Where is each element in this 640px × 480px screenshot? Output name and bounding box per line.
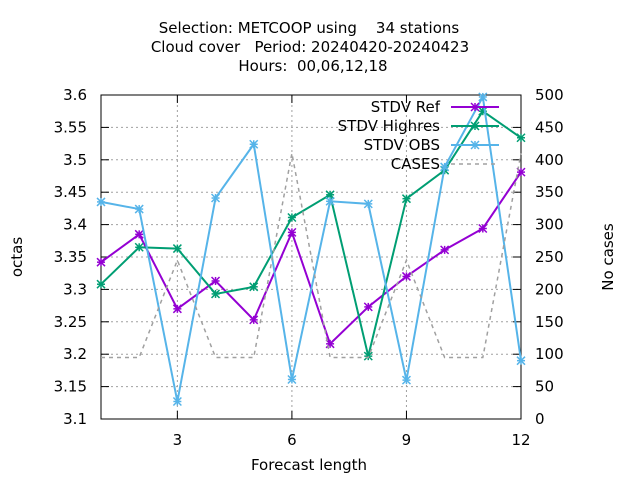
- data-point: [401, 375, 411, 385]
- y2-tick-label: 300: [535, 216, 564, 234]
- data-point: [134, 204, 144, 214]
- y-tick-label: 3.1: [63, 410, 87, 428]
- chart-title: Selection: METCOOP using 34 stations Clo…: [151, 19, 469, 75]
- y2-tick-label: 250: [535, 248, 564, 266]
- data-point: [211, 276, 221, 286]
- y2-tick-label: 400: [535, 151, 564, 169]
- y2-tick-label: 200: [535, 280, 564, 298]
- data-point: [478, 223, 488, 234]
- y2-tick-label: 500: [535, 86, 564, 104]
- data-point: [401, 194, 411, 204]
- data-point: [363, 199, 373, 209]
- data-point: [249, 282, 259, 292]
- data-point: [478, 92, 488, 102]
- data-point: [249, 315, 259, 325]
- data-point: [516, 133, 526, 143]
- title-line-3: Hours: 00,06,12,18: [238, 57, 387, 75]
- data-point: [211, 193, 221, 203]
- y2-tick-label: 450: [535, 118, 564, 136]
- data-point: [287, 212, 297, 223]
- series-line: [101, 153, 522, 359]
- data-point: [172, 304, 182, 314]
- x-tick-label: 3: [173, 431, 183, 449]
- legend-label: STDV Ref: [371, 98, 441, 116]
- legend-label: STDV Highres: [338, 117, 441, 135]
- legend-label: STDV OBS: [364, 136, 440, 154]
- axis-ticks: 3 6 9 12 3.1 3.15 3.2 3.25 3.3 3.35 3.4 3.45 3.5 3.55…: [54, 86, 564, 449]
- y2-axis-label: No cases: [599, 223, 617, 291]
- y-tick-label: 3.5: [63, 151, 87, 169]
- data-point: [96, 279, 106, 289]
- data-point: [325, 190, 335, 200]
- legend-label: CASES: [391, 155, 440, 173]
- title-line-1: Selection: METCOOP using 34 stations: [159, 19, 460, 37]
- y-tick-label: 3.55: [54, 118, 87, 136]
- y2-tick-label: 100: [535, 345, 564, 363]
- legend-marker: [470, 102, 480, 112]
- legend-marker: [470, 140, 480, 150]
- y-tick-label: 3.4: [63, 216, 87, 234]
- data-point: [211, 289, 221, 299]
- data-point: [401, 271, 411, 281]
- legend-marker: [470, 121, 480, 131]
- series-line: [100, 93, 522, 402]
- series-layer: [96, 92, 526, 407]
- x-tick-label: 6: [287, 431, 297, 449]
- data-point: [440, 245, 450, 255]
- y-tick-label: 3.2: [63, 345, 87, 363]
- data-point: [96, 197, 106, 207]
- y2-tick-label: 350: [535, 183, 564, 201]
- series-line: [100, 171, 522, 346]
- data-point: [172, 244, 182, 254]
- x-axis-label: Forecast length: [251, 456, 367, 474]
- data-point: [516, 356, 526, 366]
- y-tick-label: 3.45: [54, 183, 87, 201]
- series-cases: [101, 153, 522, 359]
- y-tick-label: 3.15: [54, 378, 87, 396]
- y-tick-label: 3.3: [63, 280, 87, 298]
- x-tick-label: 12: [511, 431, 530, 449]
- data-point: [249, 139, 259, 149]
- data-point: [363, 302, 373, 312]
- data-point: [440, 162, 450, 172]
- y-tick-label: 3.25: [54, 313, 87, 331]
- data-point: [172, 396, 182, 407]
- y-tick-label: 3.6: [63, 86, 87, 104]
- data-point: [325, 196, 335, 206]
- y-axis-label: octas: [8, 237, 26, 277]
- y-tick-label: 3.35: [54, 248, 87, 266]
- data-point: [134, 242, 144, 252]
- series-stdv-obs: [96, 92, 526, 407]
- series-line: [100, 109, 522, 357]
- y2-tick-label: 150: [535, 313, 564, 331]
- title-line-2: Cloud cover Period: 20240420-20240423: [151, 38, 469, 56]
- data-point: [134, 229, 144, 239]
- y2-tick-label: 50: [535, 378, 554, 396]
- x-tick-label: 9: [402, 431, 412, 449]
- data-point: [287, 374, 297, 385]
- data-point: [287, 227, 297, 237]
- y2-tick-label: 0: [535, 410, 545, 428]
- data-point: [96, 257, 106, 267]
